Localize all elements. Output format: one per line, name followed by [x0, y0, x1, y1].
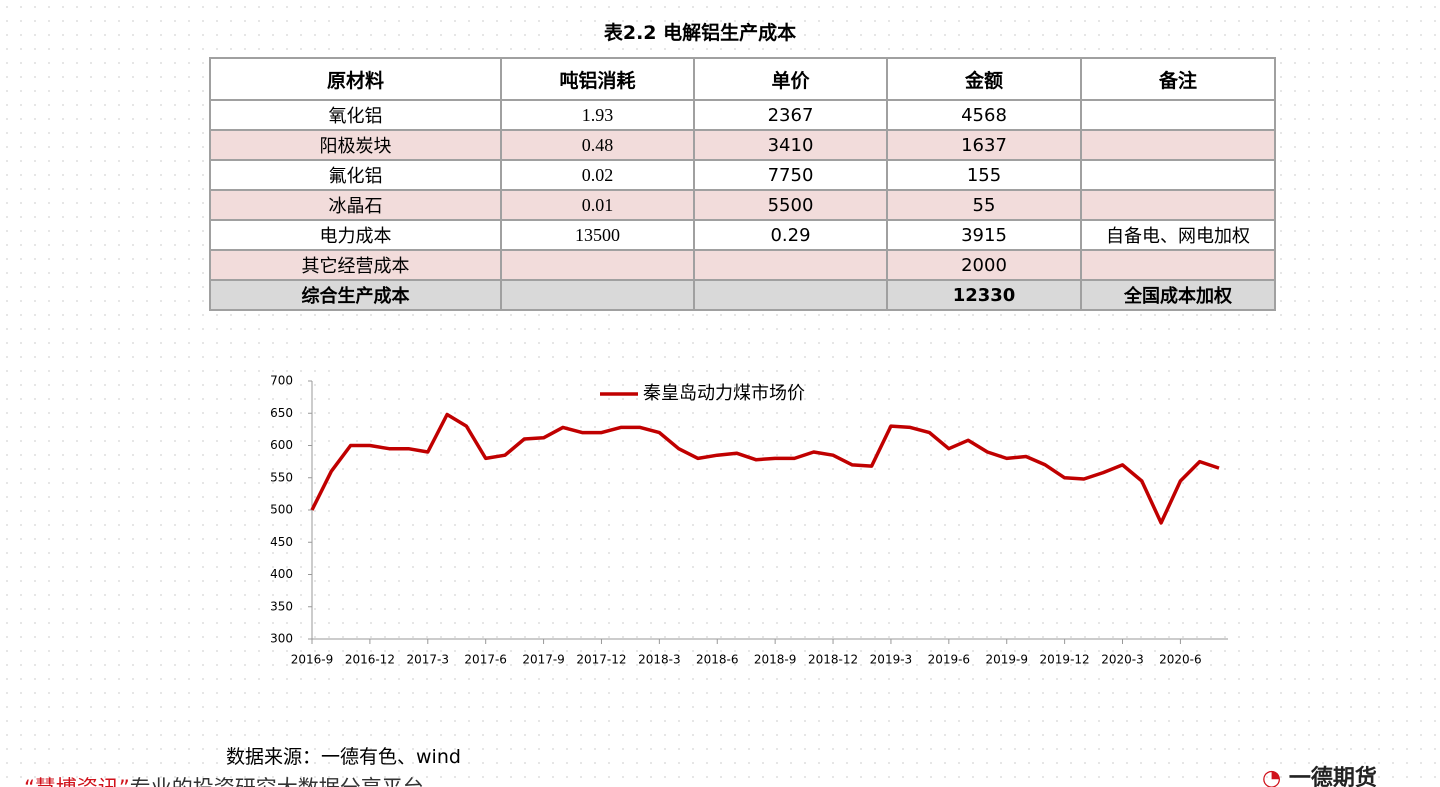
table-cell [693, 249, 888, 281]
y-tick-label: 600 [270, 438, 293, 452]
table-cell: 0.02 [500, 159, 695, 191]
x-tick-label: 2018-3 [638, 653, 681, 667]
table-cell: 阳极炭块 [209, 129, 502, 161]
y-tick-label: 500 [270, 503, 293, 517]
x-tick-label: 2016-9 [291, 653, 334, 667]
table-cell: 0.29 [693, 219, 888, 251]
table-cell [500, 279, 695, 311]
table-row: 电力成本 13500 0.29 3915 自备电、网电加权 [209, 219, 1276, 251]
legend-label: 秦皇岛动力煤市场价 [643, 383, 805, 404]
y-tick-label: 450 [270, 535, 293, 549]
header-cell: 原材料 [209, 57, 502, 101]
source: 数据来源：一德有色、wind [226, 746, 461, 768]
header-cell: 单价 [693, 57, 888, 101]
x-tick-label: 2019-12 [1040, 653, 1090, 667]
footer: “慧博资讯”专业的投资研究大数据分享平台 [24, 772, 424, 787]
x-tick-label: 2019-9 [985, 653, 1028, 667]
table-cell: 55 [886, 189, 1082, 221]
x-tick-label: 2020-6 [1159, 653, 1202, 667]
table-cell: 0.48 [500, 129, 695, 161]
table-cell: 其它经营成本 [209, 249, 502, 281]
table-row: 氟化铝 0.02 7750 155 [209, 159, 1276, 191]
table-cell: 综合生产成本 [209, 279, 502, 311]
table-row: 冰晶石 0.01 5500 55 [209, 189, 1276, 221]
footer-brand: “慧博资讯” [24, 776, 130, 787]
table-cell: 3915 [886, 219, 1082, 251]
table-cell: 7750 [693, 159, 888, 191]
x-tick-label: 2019-3 [870, 653, 913, 667]
table-cell [1080, 99, 1276, 131]
table-cell [1080, 189, 1276, 221]
table-cell: 电力成本 [209, 219, 502, 251]
header-cell: 备注 [1080, 57, 1276, 101]
x-tick-label: 2018-6 [696, 653, 739, 667]
x-tick-label: 2017-12 [576, 653, 626, 667]
table-cell: 2000 [886, 249, 1082, 281]
table-cell: 全国成本加权 [1080, 279, 1276, 311]
table-cell: 氧化铝 [209, 99, 502, 131]
table-cell: 5500 [693, 189, 888, 221]
header-cell: 金额 [886, 57, 1082, 101]
y-tick-label: 350 [270, 599, 293, 613]
table-row: 其它经营成本 2000 [209, 249, 1276, 281]
table-cell [500, 249, 695, 281]
header-row: 原材料 吨铝消耗 单价 金额 备注 [209, 57, 1276, 101]
footer-text: 专业的投资研究大数据分享平台 [130, 776, 424, 787]
header-cell: 吨铝消耗 [500, 57, 695, 101]
x-tick-label: 2018-12 [808, 653, 858, 667]
x-tick-label: 2020-3 [1101, 653, 1144, 667]
table-row: 氧化铝 1.93 2367 4568 [209, 99, 1276, 131]
y-tick-label: 550 [270, 470, 293, 484]
table-cell: 13500 [500, 219, 695, 251]
table-cell: 氟化铝 [209, 159, 502, 191]
table-cell: 4568 [886, 99, 1082, 131]
table-row: 阳极炭块 0.48 3410 1637 [209, 129, 1276, 161]
data-line [310, 412, 1220, 525]
x-tick-label: 2017-9 [522, 653, 565, 667]
table-cell [1080, 129, 1276, 161]
table-cell [693, 279, 888, 311]
x-tick-label: 2019-6 [928, 653, 971, 667]
x-tick-label: 2017-3 [407, 653, 450, 667]
table-cell: 自备电、网电加权 [1080, 219, 1276, 251]
table-cell: 0.01 [500, 189, 695, 221]
y-tick-label: 400 [270, 567, 293, 581]
cost-table: 原材料 吨铝消耗 单价 金额 备注 氧化铝 1.93 2367 4568 阳极炭块 0.48 3410… [209, 57, 1276, 311]
logo: ◔ 一德期货 [1262, 760, 1377, 787]
table-cell [1080, 249, 1276, 281]
table-cell: 1.93 [500, 99, 695, 131]
y-tick-label: 650 [270, 406, 293, 420]
table-cell [1080, 159, 1276, 191]
table-cell: 冰晶石 [209, 189, 502, 221]
logo-text: 一德期货 [1288, 766, 1377, 787]
table-row: 综合生产成本 12330 全国成本加权 [209, 279, 1276, 311]
chart: 300 350 400 450 500 550 600 650 700 2016-9 2016-12… [270, 374, 1228, 667]
x-tick-label: 2018-9 [754, 653, 797, 667]
table-cell: 155 [886, 159, 1082, 191]
x-tick-label: 2017-6 [464, 653, 507, 667]
table-cell: 12330 [886, 279, 1082, 311]
table-cell: 1637 [886, 129, 1082, 161]
table-cell: 3410 [693, 129, 888, 161]
x-tick-label: 2016-12 [345, 653, 395, 667]
y-tick-label: 300 [270, 632, 293, 646]
y-tick-label: 700 [270, 374, 293, 388]
table-cell: 2367 [693, 99, 888, 131]
table-title: 表2.2 电解铝生产成本 [603, 22, 797, 44]
